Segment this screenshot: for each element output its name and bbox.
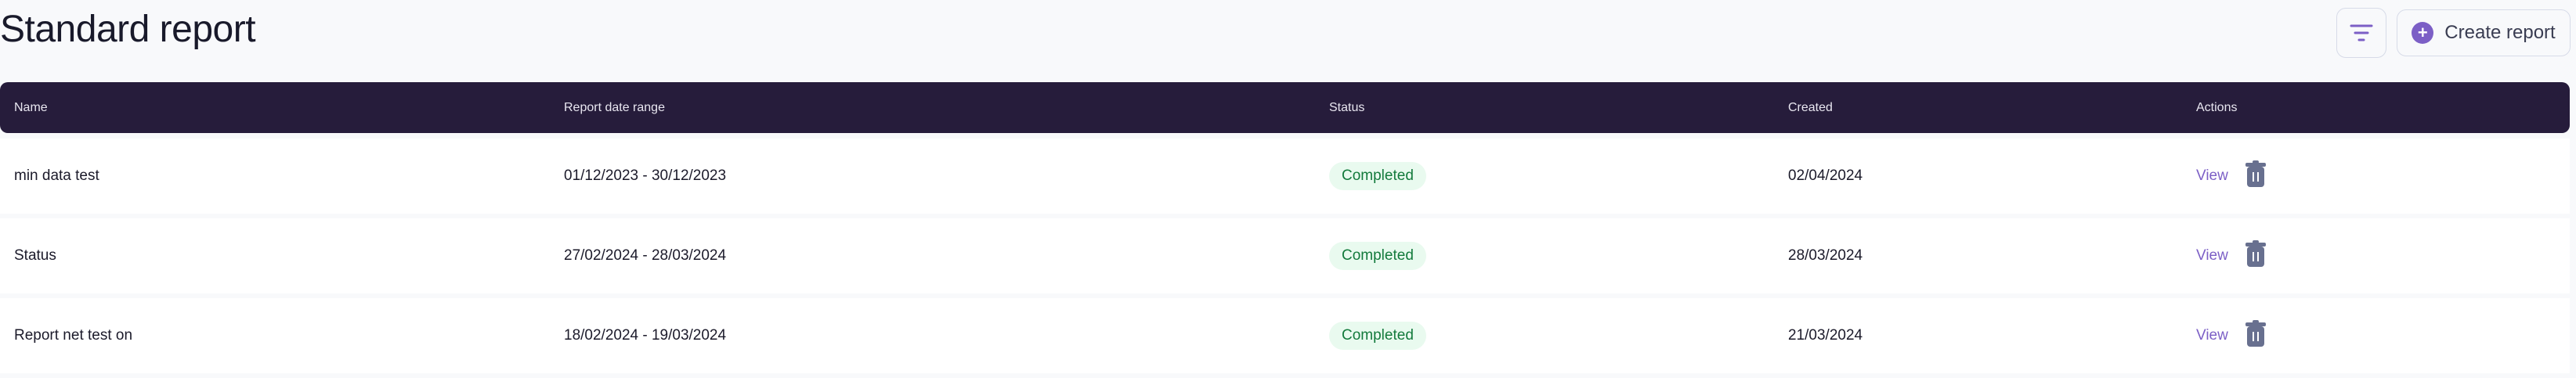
report-date-range: 27/02/2024 - 28/03/2024 xyxy=(564,247,727,264)
report-date-range: 01/12/2023 - 30/12/2023 xyxy=(564,167,727,184)
report-name: Status xyxy=(14,247,56,264)
status-badge: Completed xyxy=(1329,322,1426,350)
created-date: 02/04/2024 xyxy=(1788,167,1863,184)
create-report-label: Create report xyxy=(2444,22,2556,43)
status-badge: Completed xyxy=(1329,242,1426,270)
view-link[interactable]: View xyxy=(2196,247,2228,264)
created-date: 28/03/2024 xyxy=(1788,247,1863,264)
report-date-range: 18/02/2024 - 19/03/2024 xyxy=(564,327,727,344)
table-row: Status 27/02/2024 - 28/03/2024 Completed… xyxy=(0,218,2570,293)
create-report-button[interactable]: + Create report xyxy=(2397,9,2571,56)
page-title: Standard report xyxy=(0,9,256,50)
view-link[interactable]: View xyxy=(2196,167,2228,184)
report-name: Report net test on xyxy=(14,327,133,344)
status-badge: Completed xyxy=(1329,162,1426,190)
trash-icon[interactable] xyxy=(2245,320,2267,351)
table-row: min data test 01/12/2023 - 30/12/2023 Co… xyxy=(0,139,2570,214)
plus-circle-icon: + xyxy=(2412,22,2434,44)
report-name: min data test xyxy=(14,167,99,184)
table-header: Name Report date range Status Created Ac… xyxy=(0,82,2570,133)
table-row: Report net test on 18/02/2024 - 19/03/20… xyxy=(0,298,2570,373)
filter-icon xyxy=(2350,24,2373,41)
created-date: 21/03/2024 xyxy=(1788,327,1863,344)
header-status: Status xyxy=(1329,100,1365,114)
header-date-range: Report date range xyxy=(564,100,665,114)
header-created: Created xyxy=(1788,100,1833,114)
header-name: Name xyxy=(14,100,48,114)
header-actions: Actions xyxy=(2196,100,2238,114)
view-link[interactable]: View xyxy=(2196,327,2228,344)
filter-button[interactable] xyxy=(2336,8,2386,58)
trash-icon[interactable] xyxy=(2245,240,2267,272)
trash-icon[interactable] xyxy=(2245,160,2267,192)
